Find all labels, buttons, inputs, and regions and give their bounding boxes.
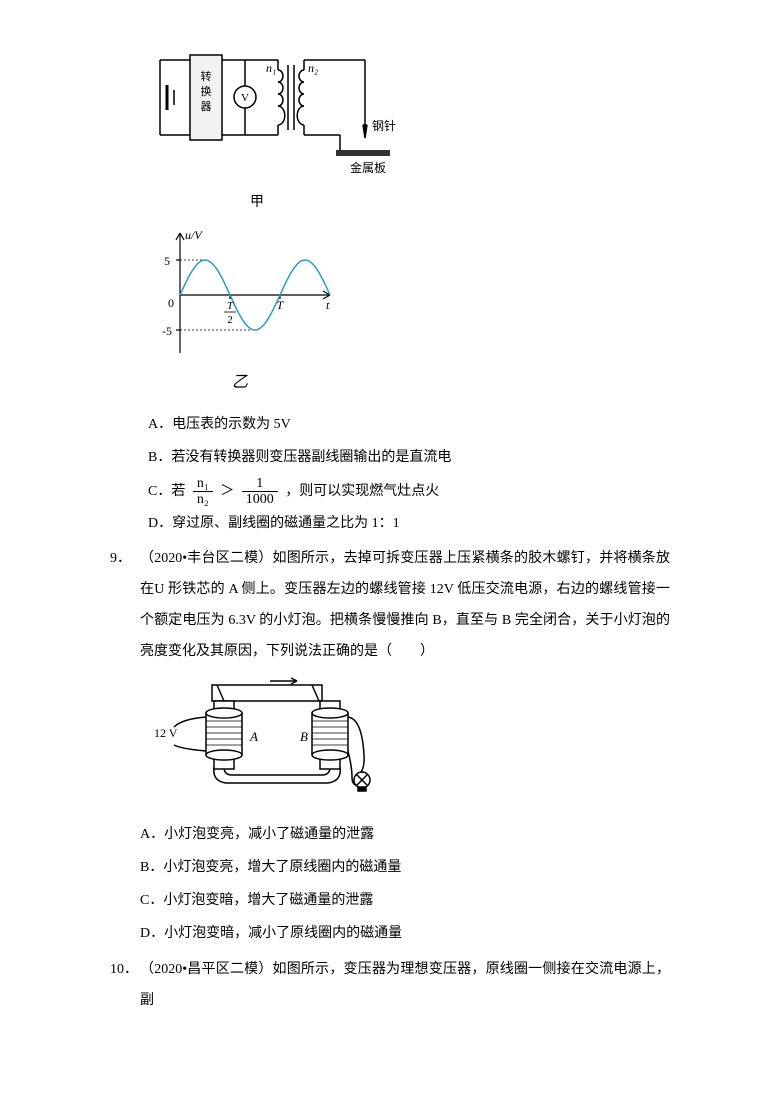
question-10: 10． （2020•昌平区二模）如图所示，变压器为理想变压器，原线圈一侧接在交流…: [110, 955, 670, 1017]
circuit-caption: 甲: [250, 188, 670, 219]
q10-number: 10．: [110, 955, 140, 1017]
circuit-figure: 转 换 器 V n₁ n₂ 钢针 金属板 甲 u/V t 5: [150, 30, 670, 400]
q8-option-B: B．若没有转换器则变压器副线圈输出的是直流电: [148, 443, 670, 474]
voltmeter-label: V: [241, 92, 249, 104]
q10-source: （2020•昌平区二模）: [140, 962, 273, 977]
svg-text:换: 换: [201, 84, 212, 98]
q9-option-A: A．小灯泡变亮，减小了磁通量的泄露: [140, 820, 670, 851]
coil-B-label: B: [300, 729, 308, 744]
transformer-figure: 12 V A B: [152, 677, 670, 810]
converter-label: 转: [201, 69, 212, 83]
q9-number: 9．: [110, 544, 140, 951]
ytick-0: 0: [168, 296, 174, 310]
q8-options: A．电压表的示数为 5V B．若没有转换器则变压器副线圈输出的是直流电 C．若 …: [148, 410, 670, 540]
svg-text:器: 器: [201, 100, 212, 113]
plate-label: 金属板: [350, 160, 386, 175]
xtick-T: T: [277, 298, 285, 312]
q9-option-D: D．小灯泡变暗，减小了原线圈内的磁通量: [140, 919, 670, 950]
svg-text:2: 2: [227, 314, 233, 326]
question-9: 9． （2020•丰台区二模）如图所示，去掉可拆变压器上压紧横条的胶木螺钉，并将…: [110, 544, 670, 951]
n1-label: n₁: [266, 61, 276, 75]
q9-option-B: B．小灯泡变亮，增大了原线圈内的磁通量: [140, 853, 670, 884]
coil-A-label: A: [249, 729, 258, 744]
t-axis-label: t: [326, 298, 330, 312]
q8-option-A: A．电压表的示数为 5V: [148, 410, 670, 441]
q8-option-C: C．若 n₁ n₂ ＞ 1 1000 ，则可以实现燃气灶点火: [148, 476, 670, 508]
circuit-diagram-svg: 转 换 器 V n₁ n₂ 钢针 金属板: [150, 30, 410, 180]
frac-1-1000: 1 1000: [242, 476, 278, 508]
voltage-12v: 12 V: [154, 726, 178, 740]
q9-option-C: C．小灯泡变暗，增大了磁通量的泄露: [140, 886, 670, 917]
sine-caption: 乙: [232, 365, 670, 400]
transformer-svg: 12 V A B: [152, 677, 382, 797]
ytick-5: 5: [164, 254, 170, 268]
frac-n1n2: n₁ n₂: [193, 476, 213, 508]
q9-source: （2020•丰台区二模）: [140, 551, 273, 566]
u-axis-label: u/V: [185, 228, 203, 242]
sine-chart-svg: u/V t 5 0 -5 T 2 T: [150, 225, 340, 365]
needle-label: 钢针: [372, 118, 396, 133]
ytick-neg5: -5: [162, 324, 172, 338]
q8-option-D: D．穿过原、副线圈的磁通量之比为 1：1: [148, 509, 670, 540]
n2-label: n₂: [308, 61, 318, 75]
svg-text:T: T: [227, 300, 234, 312]
q9-stem: 如图所示，去掉可拆变压器上压紧横条的胶木螺钉，并将横条放在U 形铁芯的 A 侧上…: [140, 551, 670, 658]
